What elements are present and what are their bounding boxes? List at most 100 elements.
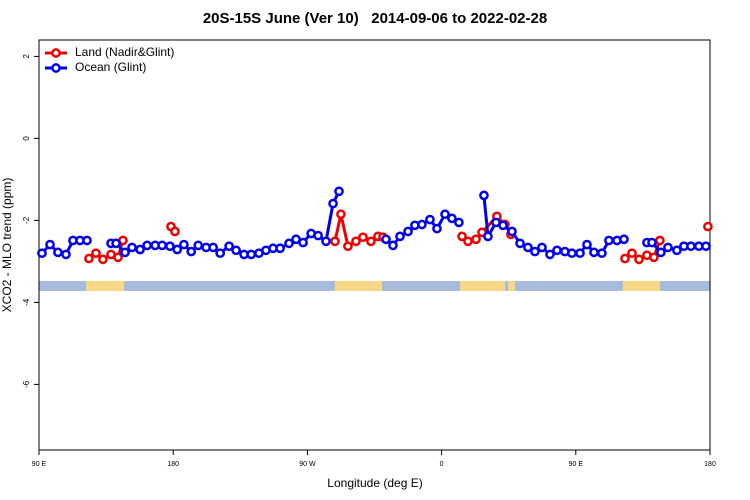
x-tick-label: 90 W (299, 461, 316, 468)
data-point (84, 253, 94, 264)
data-point (620, 253, 630, 264)
data-point (647, 237, 657, 248)
data-point (98, 254, 108, 265)
chart-title: 20S-15S June (Ver 10) 2014-09-06 to 2022… (203, 10, 547, 27)
data-point (575, 248, 585, 259)
x-tick-label: 90 E (32, 461, 47, 468)
data-point (358, 232, 368, 243)
surface-strip (39, 281, 710, 291)
data-point (120, 247, 130, 258)
x-tick-label: 90 E (569, 461, 584, 468)
data-point (663, 242, 673, 253)
data-point (567, 248, 577, 259)
data-point (655, 235, 665, 246)
data-point (395, 231, 405, 242)
x-tick-label: 180 (167, 461, 179, 468)
data-point (537, 242, 547, 253)
data-point (37, 248, 47, 259)
data-point (589, 247, 599, 258)
data-point (545, 249, 555, 260)
data-point (440, 209, 450, 220)
data-point (321, 236, 331, 247)
data-point (471, 234, 481, 245)
data-point (703, 221, 713, 232)
data-point (627, 248, 637, 259)
data-point (507, 226, 517, 237)
data-point (457, 231, 467, 242)
data-point (45, 239, 55, 250)
data-point (165, 241, 175, 252)
data-point (463, 236, 473, 247)
data-point (231, 245, 241, 256)
y-tick-label: -2 (22, 216, 31, 224)
y-tick-label: -4 (22, 298, 31, 306)
y-axis-label: XCO2 - MLO trend (ppm) (0, 178, 14, 313)
data-point (656, 247, 666, 258)
legend-swatch-point (51, 63, 61, 73)
data-point (604, 235, 614, 246)
data-point (479, 190, 489, 201)
data-point (388, 240, 398, 251)
data-point (597, 248, 607, 259)
x-tick-label: 180 (704, 461, 716, 468)
data-point (142, 240, 152, 251)
data-point (523, 242, 533, 253)
data-point (330, 236, 340, 247)
data-point (530, 246, 540, 257)
data-point (686, 241, 696, 252)
data-point (179, 239, 189, 250)
data-point (111, 238, 121, 249)
data-point (186, 246, 197, 257)
data-point (454, 217, 464, 228)
data-point (275, 243, 285, 254)
data-point (619, 234, 629, 245)
data-point (343, 241, 353, 252)
data-point (91, 248, 101, 259)
data-point (552, 245, 562, 256)
data-point (582, 239, 592, 250)
data-point (61, 249, 71, 260)
data-point (381, 234, 391, 245)
data-point (366, 236, 376, 247)
data-point (649, 252, 659, 263)
legend-swatch-point (51, 48, 61, 58)
legend-label: Land (Nadir&Glint) (75, 45, 174, 59)
data-point (157, 240, 168, 251)
data-point (417, 219, 427, 230)
data-point (336, 209, 346, 220)
data-point (498, 220, 508, 231)
data-point (246, 249, 257, 260)
data-point (701, 241, 711, 252)
data-point (113, 252, 123, 263)
data-point (432, 223, 442, 234)
data-point (224, 241, 234, 252)
data-point (172, 244, 183, 255)
data-point (634, 254, 644, 265)
y-tick-label: -6 (22, 380, 31, 388)
data-point (170, 226, 180, 237)
data-point (135, 244, 145, 255)
data-point (53, 247, 63, 258)
data-point (215, 248, 226, 259)
data-point (334, 186, 344, 197)
y-tick-label: 0 (22, 136, 31, 141)
data-point (403, 226, 413, 237)
data-point (515, 238, 525, 249)
data-point (328, 198, 338, 209)
data-point (127, 242, 137, 253)
data-point (351, 236, 361, 247)
data-point (313, 230, 323, 241)
data-point (672, 245, 682, 256)
data-point (208, 242, 219, 253)
data-point (298, 237, 308, 248)
y-tick-label: 2 (22, 54, 31, 59)
data-point (483, 231, 493, 242)
data-point (284, 238, 294, 249)
data-point (193, 240, 204, 251)
data-point (425, 214, 435, 225)
data-point (82, 235, 92, 246)
x-axis-label: Longitude (deg E) (327, 476, 422, 490)
x-tick-label: 0 (440, 461, 444, 468)
legend-label: Ocean (Glint) (75, 60, 146, 74)
